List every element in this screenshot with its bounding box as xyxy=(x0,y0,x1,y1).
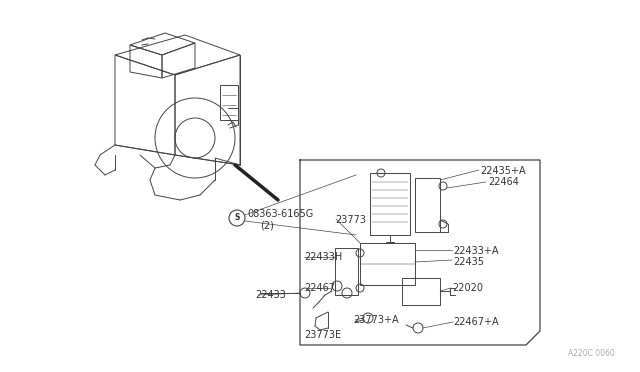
Text: S: S xyxy=(234,214,240,222)
Text: 22433H: 22433H xyxy=(304,252,342,262)
Text: 22435+A: 22435+A xyxy=(480,166,525,176)
Text: 22433+A: 22433+A xyxy=(453,246,499,256)
Text: 22435: 22435 xyxy=(453,257,484,267)
Text: 22020: 22020 xyxy=(452,283,483,293)
Text: 08363-6165G: 08363-6165G xyxy=(247,209,313,219)
Text: 22467+A: 22467+A xyxy=(453,317,499,327)
Text: 23773: 23773 xyxy=(335,215,366,225)
Text: 23773+A: 23773+A xyxy=(353,315,399,325)
Text: 23773E: 23773E xyxy=(304,330,341,340)
Text: A220C 0060: A220C 0060 xyxy=(568,349,615,358)
Text: 22464: 22464 xyxy=(488,177,519,187)
Text: (2): (2) xyxy=(260,221,274,231)
Text: 22433: 22433 xyxy=(255,290,286,300)
Text: 22467: 22467 xyxy=(304,283,335,293)
